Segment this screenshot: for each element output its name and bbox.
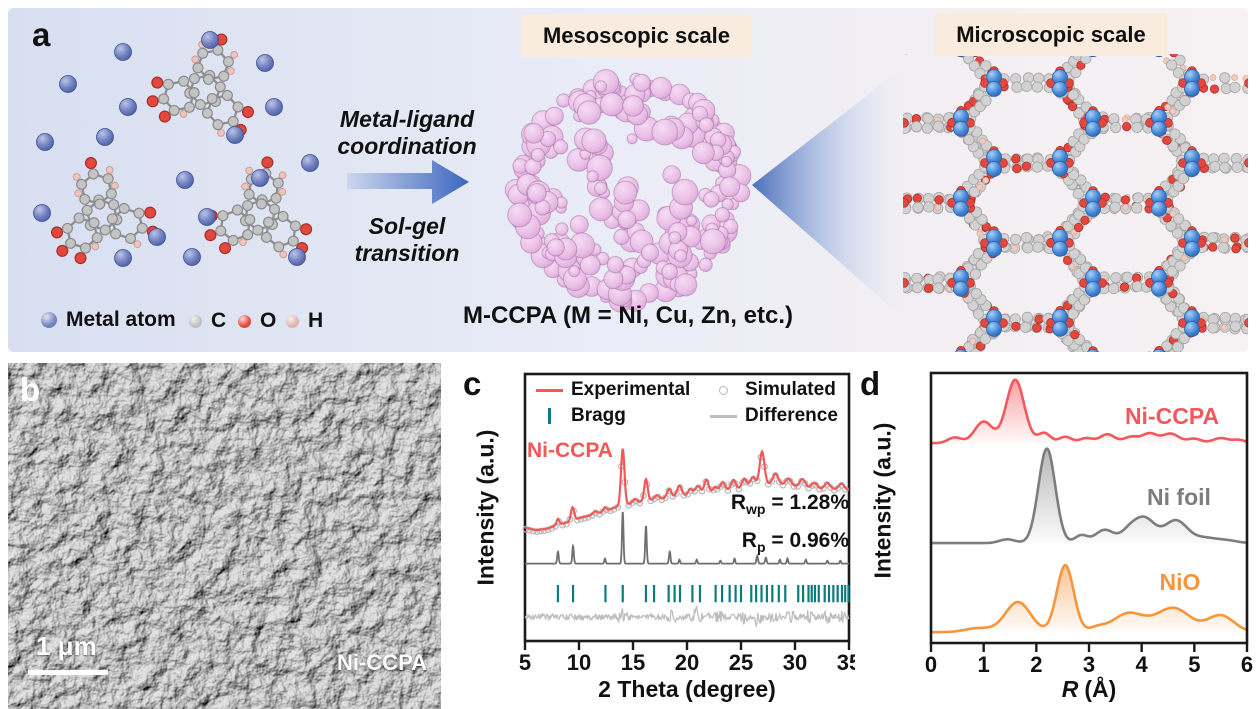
mesoscopic-scale-header: Mesoscopic scale xyxy=(521,14,752,57)
svg-text:6: 6 xyxy=(1241,652,1253,677)
scale-bar-text: 1 μm xyxy=(36,631,97,661)
microscopic-scale-header: Microscopic scale xyxy=(935,13,1167,56)
svg-text:15: 15 xyxy=(621,650,645,675)
panel-b-letter: b xyxy=(20,371,41,408)
xrd-xaxis-label: 2 Theta (degree) xyxy=(598,676,776,702)
svg-text:0: 0 xyxy=(925,652,937,677)
curve-label-nio: NiO xyxy=(1159,569,1201,595)
oxygen-dot xyxy=(238,314,251,328)
panel-b-sem: b 1 μm Ni-CCPA xyxy=(8,363,441,709)
scale-bar xyxy=(28,670,108,675)
legend-difference: Difference xyxy=(709,405,838,427)
legend-experimental: Experimental xyxy=(535,379,690,401)
hydrogen-dot xyxy=(286,314,299,328)
experimental-line-marker xyxy=(535,388,563,392)
exafs-xaxis-label: R (Å) xyxy=(1061,676,1117,702)
legend-carbon: C xyxy=(189,309,226,333)
sem-sample-label: Ni-CCPA xyxy=(336,650,427,675)
exafs-plot: 0 1 2 3 4 5 6 xyxy=(925,371,1253,677)
panel-c-xrd: c 5 10 15 20 25 30 35 Experimental Simulated B… xyxy=(441,363,870,709)
svg-text:5: 5 xyxy=(1188,652,1200,677)
legend-hydrogen: H xyxy=(286,309,323,333)
panel-a-scheme: a Metal-ligand coordination Sol-gel tran… xyxy=(8,8,1248,352)
bragg-tick-marker xyxy=(547,408,551,424)
svg-text:30: 30 xyxy=(783,650,807,675)
legend-oxygen: O xyxy=(238,309,276,333)
panel-d-letter: d xyxy=(860,365,881,402)
svg-text:1: 1 xyxy=(978,652,990,677)
xrd-yaxis-label: Intensity (a.u.) xyxy=(472,429,499,586)
svg-text:25: 25 xyxy=(729,650,753,675)
legend-metal-atom: Metal atom xyxy=(41,308,176,332)
curve-label-nifoil: Ni foil xyxy=(1147,484,1211,510)
sol-gel-text: Sol-gel transition xyxy=(354,213,460,266)
rp-line: Rp = 0.96% xyxy=(741,529,849,556)
legend-bragg: Bragg xyxy=(535,405,626,427)
panel-a-letter: a xyxy=(32,16,51,53)
panel-c-letter: c xyxy=(463,365,482,402)
carbon-dot xyxy=(189,314,202,328)
svg-text:5: 5 xyxy=(519,650,531,675)
svg-text:2: 2 xyxy=(1030,652,1042,677)
svg-text:20: 20 xyxy=(675,650,699,675)
svg-text:10: 10 xyxy=(567,650,591,675)
xrd-sample-label: Ni-CCPA xyxy=(527,439,613,462)
fit-statistics: Rwp = 1.28% Rp = 0.96% xyxy=(679,487,849,563)
simulated-circle-marker xyxy=(718,385,728,395)
metal-ligand-text: Metal-ligand coordination xyxy=(337,106,477,159)
svg-text:4: 4 xyxy=(1136,652,1149,677)
svg-text:3: 3 xyxy=(1083,652,1095,677)
rwp-line: Rwp = 1.28% xyxy=(730,491,849,518)
mccpa-caption: M-CCPA (M = Ni, Cu, Zn, etc.) xyxy=(463,302,793,329)
metal-atom-dot xyxy=(41,312,57,328)
legend-simulated: Simulated xyxy=(709,379,836,401)
sem-image xyxy=(8,363,441,709)
exafs-yaxis-label: Intensity (a.u.) xyxy=(869,422,896,579)
curve-label-niccpa: Ni-CCPA xyxy=(1124,403,1220,429)
difference-line-marker xyxy=(709,414,737,418)
scheme-illustration xyxy=(33,31,1248,352)
panel-d-exafs: d 0 1 2 3 4 5 6 Ni-CCPA Ni foil NiO R (Å) Inten… xyxy=(855,363,1256,709)
